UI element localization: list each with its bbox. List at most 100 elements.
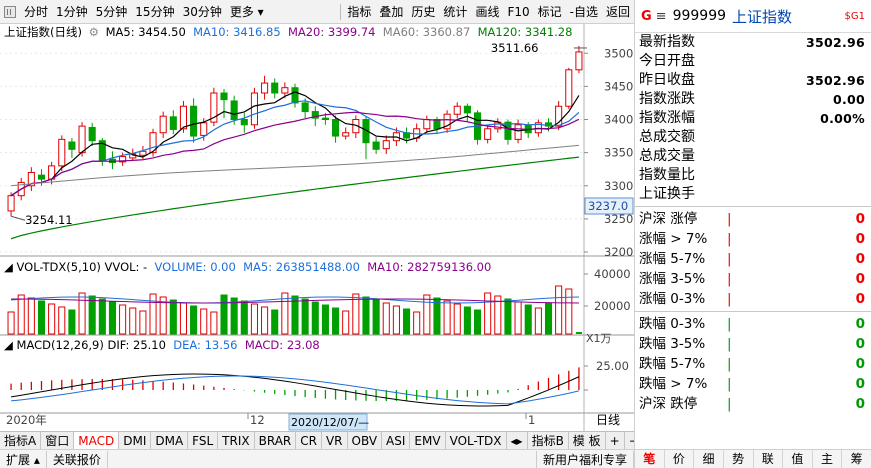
ma60-label: MA60: 3360.87 [382, 25, 471, 39]
candle-down [271, 82, 279, 94]
period-1min[interactable]: 1分钟 [56, 4, 88, 19]
settings-gear-icon[interactable]: ⚙ [88, 25, 99, 39]
down-stat-row[interactable]: 跌幅 0-3% | 0 [635, 314, 871, 334]
expand-button[interactable]: 扩展 ▴ [0, 450, 47, 468]
down-stat-row[interactable]: 跌幅 5-7% | 0 [635, 354, 871, 374]
stat-label: 涨幅 > 7% [639, 231, 708, 247]
tab-vol-tdx[interactable]: VOL-TDX [446, 431, 507, 450]
candle-up [453, 105, 461, 115]
quote-tab[interactable]: 价 [665, 450, 695, 468]
tab-window[interactable]: 窗口 [41, 431, 75, 450]
tab-macd[interactable]: MACD [74, 431, 120, 450]
tab-fsl[interactable]: FSL [188, 431, 219, 450]
kline-chart-svg[interactable]: 3500 3450 3400 3350 3300 3250 3200 3511.66 3254.… [0, 24, 634, 431]
up-stat-row[interactable]: 涨幅 0-3% | 0 [635, 289, 871, 309]
volume-value-label: VOLUME: 0.00 [154, 260, 236, 274]
layout-grid-icon[interactable] [4, 5, 16, 18]
volume-bar [443, 300, 451, 335]
zoom-in-button[interactable]: + [606, 431, 625, 450]
draw-line-button[interactable]: 画线 [475, 4, 500, 19]
up-stat-row[interactable]: 涨幅 3-5% | 0 [635, 269, 871, 289]
quote-row: 指数涨幅 0.00% [639, 109, 865, 128]
candle-up [250, 92, 258, 126]
f10-button[interactable]: F10 [507, 4, 530, 19]
low-price-label: 3254.11 [25, 213, 73, 227]
tab-obv[interactable]: OBV [348, 431, 383, 450]
stat-count: 0 [855, 211, 865, 227]
period-more-dropdown[interactable]: 更多 ▾ [229, 4, 264, 19]
stat-bar: | [727, 376, 732, 392]
quote-tab[interactable]: 细 [694, 450, 724, 468]
x-axis-month-label: 12 [250, 413, 265, 427]
quote-tab[interactable]: 值 [783, 450, 813, 468]
stat-bar: | [727, 396, 732, 412]
back-button[interactable]: 返回 [605, 4, 630, 19]
quote-row: 指数涨跌 0.00 [639, 90, 865, 109]
indicator-button[interactable]: 指标 [347, 4, 372, 19]
tab-brar[interactable]: BRAR [255, 431, 297, 450]
remove-watchlist-button[interactable]: -自选 [569, 4, 598, 19]
status-bar: 扩展 ▴ 关联报价 新用户福利专享 [0, 449, 634, 468]
template-button[interactable]: 模 板 [569, 431, 606, 450]
quote-tab[interactable]: 主 [813, 450, 843, 468]
tab-trix[interactable]: TRIX [218, 431, 255, 450]
candle-down [301, 102, 309, 113]
up-stat-row[interactable]: 涨幅 5-7% | 0 [635, 249, 871, 269]
quote-tab[interactable]: 联 [754, 450, 784, 468]
stat-count: 0 [855, 376, 865, 392]
volume-collapse-icon[interactable]: ◢ [4, 260, 13, 274]
history-button[interactable]: 历史 [411, 4, 436, 19]
up-stat-row[interactable]: 涨幅 > 7% | 0 [635, 229, 871, 249]
mark-button[interactable]: 标记 [537, 4, 562, 19]
volume-bar [210, 311, 218, 335]
current-price-tag [584, 197, 634, 215]
statistics-button[interactable]: 统计 [443, 4, 468, 19]
candle-up [261, 82, 269, 94]
macd-dif-label: DIF: 25.10 [107, 338, 166, 352]
group-tag[interactable]: $G1 [844, 10, 865, 22]
period-5min[interactable]: 5分钟 [95, 4, 128, 19]
tab-dma[interactable]: DMA [151, 431, 189, 450]
down-stat-row[interactable]: 跌幅 > 7% | 0 [635, 374, 871, 394]
tab-vr[interactable]: VR [322, 431, 348, 450]
tab-asi[interactable]: ASI [382, 431, 411, 450]
volume-bar [139, 310, 147, 335]
macd-dif-line [10, 373, 580, 407]
period-30min[interactable]: 30分钟 [182, 4, 222, 19]
kline-chart-area[interactable]: 3500 3450 3400 3350 3300 3250 3200 3511.66 3254.… [0, 24, 634, 431]
candle-down [37, 174, 46, 180]
volume-bar [403, 308, 411, 335]
macd-collapse-icon[interactable]: ◢ [4, 338, 13, 352]
tab-cr[interactable]: CR [296, 431, 322, 450]
candle-up [159, 115, 167, 134]
new-user-promo-link[interactable]: 新用户福利专享 [535, 450, 634, 468]
volume-bar [555, 285, 563, 335]
quote-row: 最新指数 3502.96 [639, 33, 865, 52]
volume-bar [544, 302, 553, 335]
down-stat-row[interactable]: 跌幅 3-5% | 0 [635, 334, 871, 354]
menu-icon[interactable]: ≡ [655, 8, 667, 24]
chart-period-label: 日线 [596, 413, 620, 427]
tab-scroll-arrows[interactable]: ◂▸ [507, 431, 528, 450]
quote-tab[interactable]: 势 [724, 450, 754, 468]
down-stat-row[interactable]: 沪深 跌停 | 0 [635, 394, 871, 414]
tab-indicator-a[interactable]: 指标A [0, 431, 42, 450]
quote-tab[interactable]: 筹 [842, 450, 871, 468]
tab-indicator-b[interactable]: 指标B [528, 431, 569, 450]
related-quote-tab[interactable]: 关联报价 [47, 450, 108, 468]
candle-down [190, 105, 198, 137]
tab-emv[interactable]: EMV [410, 431, 446, 450]
quote-row-value: 0.00 [832, 92, 865, 107]
volume-bar [301, 298, 309, 335]
volume-bar [17, 294, 25, 335]
stat-count: 0 [855, 291, 865, 307]
ma120-line [10, 156, 579, 240]
quote-bottom-tabs: 笔价细势联值主筹 [635, 449, 871, 468]
tab-dmi[interactable]: DMI [119, 431, 152, 450]
period-15min[interactable]: 15分钟 [135, 4, 175, 19]
up-stat-row[interactable]: 沪深 涨停 | 0 [635, 209, 871, 229]
overlay-button[interactable]: 叠加 [379, 4, 404, 19]
period-tick[interactable]: 分时 [24, 4, 49, 19]
price-tick-label: 3250 [604, 212, 633, 226]
quote-tab[interactable]: 笔 [635, 450, 665, 468]
